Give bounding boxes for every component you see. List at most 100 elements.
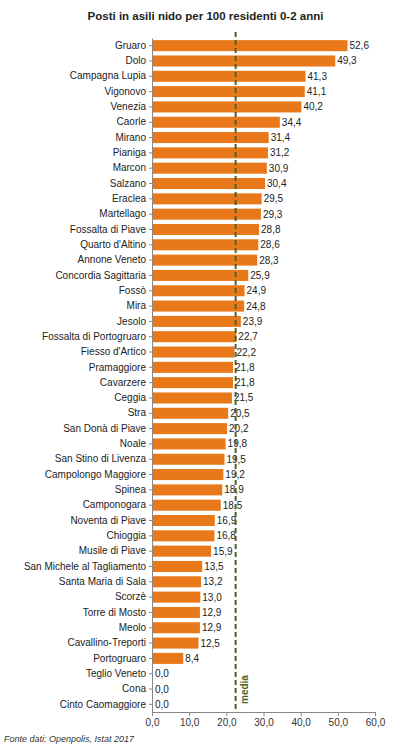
bar (152, 530, 214, 541)
tick-mark (149, 551, 152, 552)
tick: Torre di Mosto (83, 607, 152, 618)
category-label: Pramaggiore (89, 362, 147, 373)
data-label: 13,2 (203, 576, 223, 587)
category-label: Spinea (115, 484, 147, 495)
tick: Portogruaro (93, 653, 152, 664)
tick-mark (149, 520, 152, 521)
bar (152, 316, 241, 327)
bar (152, 71, 305, 82)
category-label: San Donà di Piave (63, 423, 146, 434)
bar (152, 163, 267, 174)
tick-mark (149, 474, 152, 475)
data-label: 34,4 (282, 117, 302, 128)
tick-label: 50,0 (329, 717, 349, 728)
tick: 30,0 (254, 712, 274, 728)
bar (152, 86, 305, 97)
bar (152, 423, 227, 434)
tick-mark (149, 260, 152, 261)
tick: Teglio Veneto (86, 668, 152, 679)
category-label: Quarto d'Altino (80, 239, 146, 250)
tick: Fossalta di Portogruaro (42, 331, 152, 342)
data-label: 0,0 (155, 668, 169, 679)
tick-mark (149, 489, 152, 490)
data-label: 13,0 (202, 592, 222, 603)
data-label: 18,5 (223, 500, 243, 511)
category-label: Fossò (119, 285, 147, 296)
category-label: Stra (128, 407, 147, 418)
tick-mark (149, 443, 152, 444)
tick: Vigonovo (104, 86, 152, 97)
data-label: 30,9 (269, 163, 289, 174)
tick-mark (149, 673, 152, 674)
bar (152, 270, 248, 281)
category-label: Cona (122, 683, 146, 694)
tick: Fossò (119, 285, 152, 296)
category-label: San Michele al Tagliamento (24, 561, 147, 572)
bar (152, 469, 223, 480)
tick: Quarto d'Altino (80, 239, 152, 250)
tick: Scorzè (115, 591, 152, 602)
tick: San Michele al Tagliamento (24, 561, 152, 572)
tick-mark (149, 658, 152, 659)
tick-mark (149, 168, 152, 169)
x-axis: 0,010,020,030,040,050,060,0 (146, 712, 386, 728)
bar (152, 239, 258, 250)
data-label: 0,0 (155, 699, 169, 710)
tick: Santa Maria di Sala (59, 576, 152, 587)
tick-mark (152, 712, 153, 716)
annotation-label: media (239, 675, 250, 704)
tick: San Donà di Piave (63, 423, 152, 434)
data-label: 0,0 (155, 684, 169, 695)
category-label: Cavarzere (100, 377, 147, 388)
tick-mark (149, 535, 152, 536)
tick-mark (149, 643, 152, 644)
category-label: Noale (120, 438, 147, 449)
tick: Eraclea (112, 193, 152, 204)
tick-mark (149, 428, 152, 429)
category-label: Eraclea (112, 193, 146, 204)
tick-mark (149, 183, 152, 184)
data-label: 19,8 (228, 438, 248, 449)
data-label: 18,9 (224, 484, 244, 495)
tick-label: 0,0 (146, 717, 160, 728)
category-label: Campolongo Maggiore (45, 469, 147, 480)
tick-mark (149, 306, 152, 307)
bar (152, 607, 200, 618)
category-label: Campagna Lupia (70, 70, 147, 81)
tick-mark (149, 704, 152, 705)
tick-mark (149, 275, 152, 276)
tick-mark (149, 367, 152, 368)
bar (152, 362, 233, 373)
tick-mark (149, 106, 152, 107)
category-label: Mira (127, 300, 147, 311)
tick: Dolo (125, 55, 152, 66)
tick-mark (264, 712, 265, 716)
category-label: Gruaro (115, 40, 147, 51)
category-label: Meolo (119, 622, 147, 633)
tick-mark (149, 137, 152, 138)
tick-mark (149, 290, 152, 291)
tick-mark (189, 712, 190, 716)
category-label: Martellago (99, 208, 146, 219)
data-label: 20,2 (229, 423, 249, 434)
category-label: Salzano (110, 178, 147, 189)
bar (152, 653, 183, 664)
category-label: Scorzè (115, 591, 147, 602)
tick-mark (149, 229, 152, 230)
tick-mark (149, 198, 152, 199)
bar (152, 546, 211, 557)
category-label: Fossalta di Portogruaro (42, 331, 146, 342)
category-label: Concordia Sagittaria (55, 270, 146, 281)
tick: Cavallino-Treporti (67, 637, 152, 648)
tick-mark (149, 397, 152, 398)
data-label: 29,5 (264, 193, 284, 204)
category-label: Noventa di Piave (70, 515, 146, 526)
y-axis: GruaroDoloCampagna LupiaVigonovoVeneziaC… (24, 39, 153, 713)
tick-mark (149, 597, 152, 598)
tick: Martellago (99, 208, 152, 219)
tick: Noale (120, 438, 152, 449)
bar (152, 622, 200, 633)
tick: Spinea (115, 484, 152, 495)
data-label: 22,7 (238, 331, 258, 342)
tick: Chioggia (107, 530, 152, 541)
